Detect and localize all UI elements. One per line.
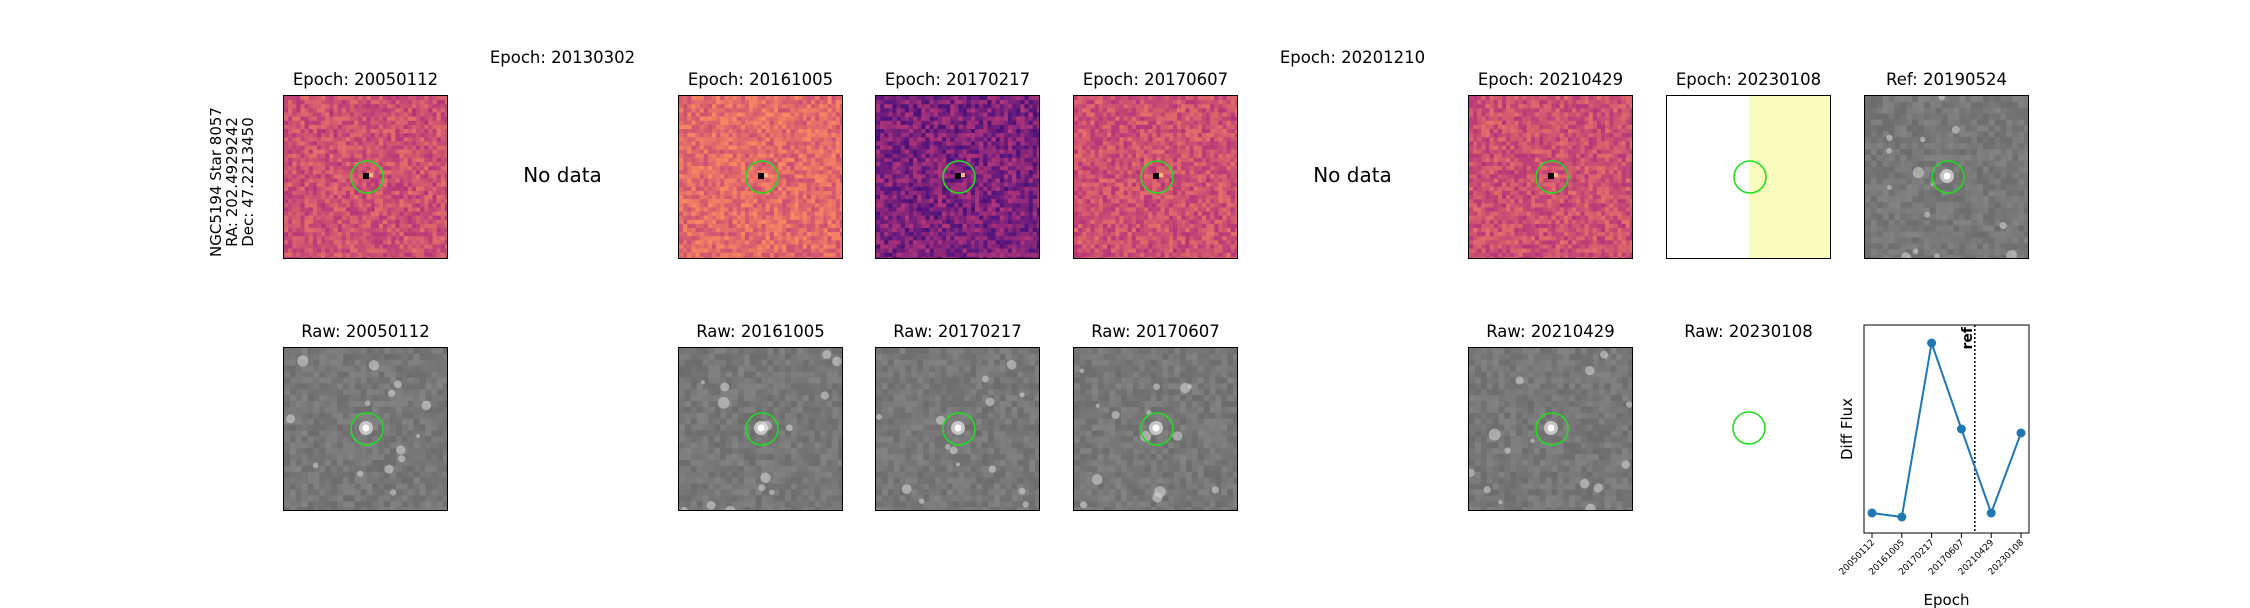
reference-image: [1864, 95, 2029, 259]
panel-title: Raw: 20210429: [1486, 324, 1615, 341]
raw-image: [1468, 347, 1633, 511]
panel-title: Epoch: 20161005: [688, 72, 833, 89]
panel-title: Epoch: 20230108: [1676, 72, 1821, 89]
star-info-label: NGC5194 Star 8057 RA: 202.4929242 Dec: 4…: [222, 108, 242, 256]
panel-title: Epoch: 20170217: [885, 72, 1030, 89]
no-data-message: No data: [1313, 163, 1392, 187]
raw-image: [678, 347, 843, 511]
series-line: [1872, 343, 2021, 517]
panel-title: Epoch: 20210429: [1478, 72, 1623, 89]
data-point: [1957, 425, 1966, 434]
data-point: [1897, 513, 1906, 522]
panel-title: Raw: 20161005: [696, 324, 825, 341]
difference-image: [283, 95, 448, 259]
light-curve-chart: ref2005011220161005201702172017060720210…: [1790, 318, 2050, 608]
data-point: [1868, 509, 1877, 518]
raw-image: [1073, 347, 1238, 511]
panel-title: Epoch: 20130302: [490, 50, 635, 67]
ref-line-label: ref: [1960, 326, 1976, 349]
difference-image: [1073, 95, 1238, 259]
raw-image: [875, 347, 1040, 511]
raw-image: [283, 347, 448, 511]
y-axis-label: Diff Flux: [1838, 398, 1856, 460]
data-point: [1927, 339, 1936, 348]
panel-title: Epoch: 20201210: [1280, 50, 1425, 67]
difference-image: [1666, 95, 1831, 259]
panel-title: Raw: 20170217: [893, 324, 1022, 341]
no-data-message: No data: [523, 163, 602, 187]
panel-title: Ref: 20190524: [1886, 72, 2007, 89]
star-ra: RA: 202.4929242: [224, 107, 240, 257]
panel-title: Raw: 20170607: [1091, 324, 1220, 341]
panel-title: Raw: 20050112: [301, 324, 430, 341]
panel-title: Epoch: 20170607: [1083, 72, 1228, 89]
target-circle: [1733, 412, 1765, 444]
data-point: [2017, 429, 2026, 438]
axes-frame: [1864, 325, 2029, 533]
star-dec: Dec: 47.2213450: [240, 107, 256, 257]
difference-image: [1468, 95, 1633, 259]
difference-image: [875, 95, 1040, 259]
difference-image: [678, 95, 843, 259]
data-point: [1987, 509, 1996, 518]
star-name: NGC5194 Star 8057: [208, 107, 224, 257]
panel-title: Epoch: 20050112: [293, 72, 438, 89]
